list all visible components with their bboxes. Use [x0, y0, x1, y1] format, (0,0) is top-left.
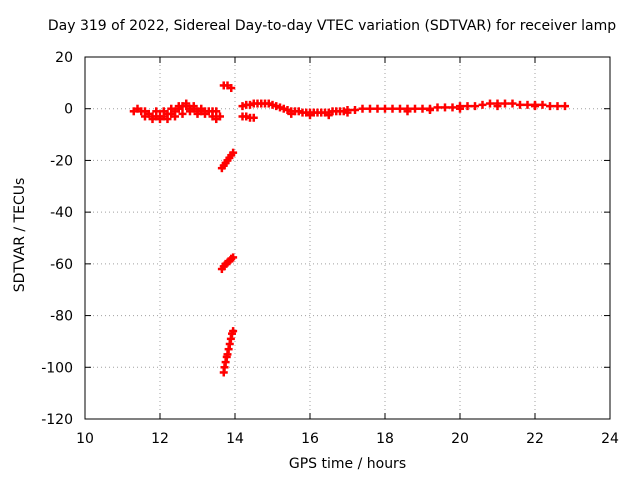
data-point [516, 100, 524, 109]
data-point [411, 104, 419, 113]
data-point [403, 107, 412, 116]
data-point [163, 115, 172, 124]
data-point [433, 103, 442, 112]
x-tick-label: 12 [151, 431, 169, 447]
data-point [152, 107, 161, 116]
chart-title: Day 319 of 2022, Sidereal Day-to-day VTE… [47, 18, 617, 34]
data-point [396, 104, 404, 113]
data-point [189, 102, 198, 111]
data-point [178, 109, 187, 118]
x-tick-label: 20 [451, 431, 469, 447]
y-tick-label: -80 [50, 309, 73, 325]
data-point [197, 104, 206, 113]
y-tick-label: -100 [41, 360, 73, 376]
data-point [478, 100, 487, 109]
data-point [546, 102, 554, 111]
x-tick-label: 14 [226, 431, 244, 447]
data-point [229, 148, 238, 157]
data-point [159, 107, 168, 116]
data-point [306, 111, 314, 120]
data-point [141, 112, 149, 121]
data-point [343, 108, 352, 117]
data-point [212, 107, 221, 116]
data-point [351, 106, 359, 115]
data-point [182, 99, 191, 108]
y-tick-label: -20 [50, 153, 73, 169]
data-point [388, 104, 397, 113]
data-point [523, 100, 532, 109]
data-point [249, 113, 258, 122]
data-point [358, 104, 367, 113]
data-point [553, 102, 562, 111]
data-point [448, 103, 457, 112]
data-point [493, 102, 502, 111]
data-point [366, 104, 374, 113]
data-point [381, 104, 389, 113]
data-point [212, 115, 221, 124]
data-point [418, 104, 427, 113]
plot-frame [84, 56, 611, 420]
data-point [501, 99, 509, 108]
y-tick-label: 20 [55, 50, 73, 66]
data-point [508, 99, 517, 108]
data-point [229, 253, 238, 262]
data-point [373, 104, 382, 113]
x-tick-label: 18 [376, 431, 394, 447]
data-point [324, 111, 333, 120]
data-point [463, 102, 472, 111]
y-tick-label: -120 [41, 412, 73, 428]
data-point [471, 102, 479, 111]
x-tick-label: 10 [76, 431, 94, 447]
data-point [531, 102, 539, 111]
x-tick-label: 24 [601, 431, 619, 447]
data-point [229, 327, 238, 336]
y-tick-label: 0 [64, 102, 73, 118]
data-point [441, 103, 449, 112]
axis-ticks: 10 12 14 16 18 20 22 24 20 0 -20 -40 -60 -80 -100 -120 [41, 50, 619, 447]
x-tick-label: 16 [301, 431, 319, 447]
x-tick-label: 22 [526, 431, 544, 447]
data-point [156, 115, 164, 124]
data-point [174, 102, 183, 111]
data-point [287, 109, 296, 118]
data-point [486, 99, 494, 108]
data-point [538, 100, 547, 109]
data-point [186, 107, 194, 116]
data-point [201, 109, 209, 118]
y-tick-label: -60 [50, 257, 73, 273]
data-points [129, 81, 569, 377]
data-point [227, 84, 236, 93]
data-point [561, 102, 569, 111]
x-axis-label: GPS time / hours [288, 456, 407, 472]
data-point [456, 104, 464, 113]
data-point [167, 104, 176, 113]
data-point [171, 112, 179, 121]
data-point [193, 109, 202, 118]
data-point [148, 115, 157, 124]
data-point [426, 106, 434, 115]
y-tick-label: -40 [50, 205, 73, 221]
